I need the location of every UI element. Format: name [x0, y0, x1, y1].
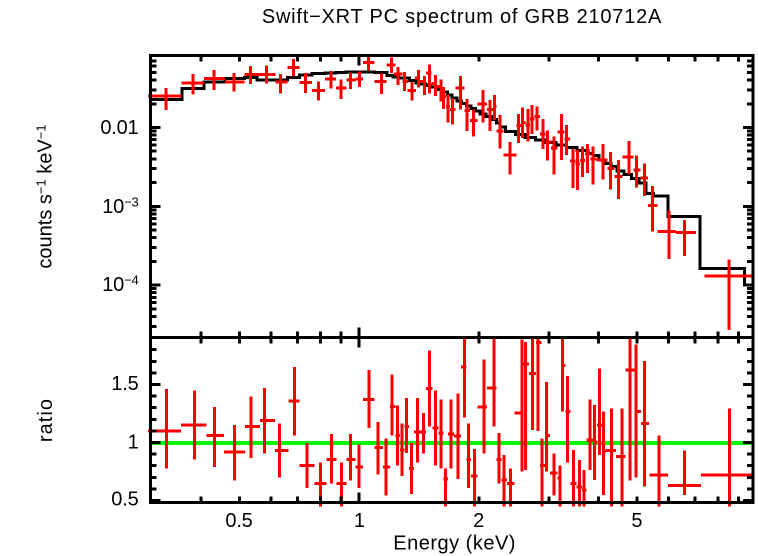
svg-text:0.5: 0.5 — [111, 489, 138, 511]
svg-text:ratio: ratio — [35, 398, 57, 442]
svg-text:counts s−1 keV−1: counts s−1 keV−1 — [34, 124, 57, 268]
svg-text:0.01: 0.01 — [100, 117, 138, 139]
svg-text:1.5: 1.5 — [111, 373, 138, 395]
svg-text:1: 1 — [354, 510, 365, 532]
svg-text:Swift−XRT PC spectrum of GRB 2: Swift−XRT PC spectrum of GRB 210712A — [262, 6, 662, 28]
svg-text:1: 1 — [128, 432, 139, 454]
svg-text:Energy (keV): Energy (keV) — [393, 532, 516, 554]
svg-text:0.5: 0.5 — [225, 510, 252, 532]
svg-text:2: 2 — [473, 510, 484, 532]
svg-text:5: 5 — [631, 510, 642, 532]
